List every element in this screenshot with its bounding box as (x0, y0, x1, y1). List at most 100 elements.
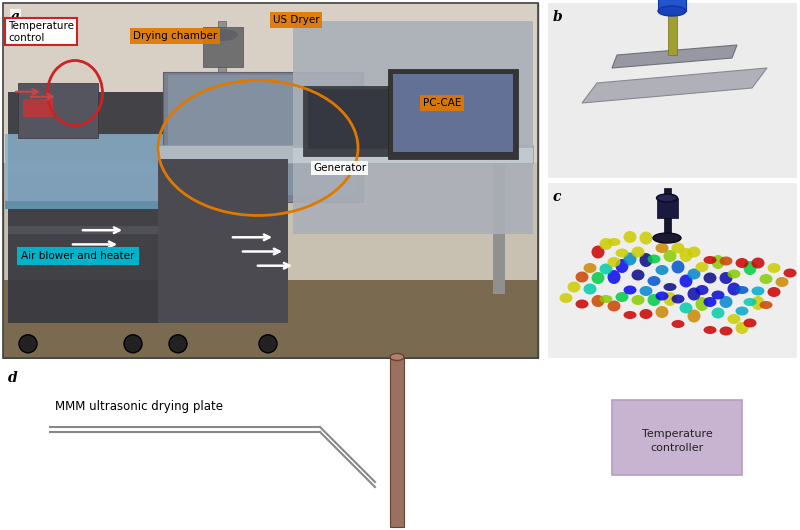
Ellipse shape (703, 326, 717, 334)
Ellipse shape (735, 258, 749, 268)
Ellipse shape (208, 29, 238, 41)
Ellipse shape (663, 250, 677, 262)
Ellipse shape (727, 314, 741, 324)
Text: Generator: Generator (313, 163, 366, 173)
Ellipse shape (599, 263, 613, 275)
Bar (668, 0, 677, 55)
Bar (168, 75, 358, 195)
Ellipse shape (591, 245, 605, 259)
Text: b: b (553, 10, 562, 24)
Ellipse shape (631, 246, 645, 258)
Bar (158, 145, 533, 163)
Ellipse shape (687, 246, 701, 258)
Bar (390, 357, 404, 527)
Ellipse shape (719, 296, 733, 308)
Bar (388, 69, 518, 159)
Ellipse shape (735, 306, 749, 315)
Ellipse shape (671, 320, 685, 328)
Text: Drying chamber: Drying chamber (133, 31, 218, 41)
Ellipse shape (711, 290, 725, 299)
Ellipse shape (631, 269, 645, 280)
Ellipse shape (607, 238, 621, 246)
Text: Temperature
control: Temperature control (8, 21, 74, 42)
Bar (163, 72, 363, 202)
Bar (3, 3, 538, 358)
FancyBboxPatch shape (612, 400, 742, 475)
Ellipse shape (591, 295, 605, 307)
Circle shape (124, 335, 142, 353)
Text: MMM ultrasonic drying plate: MMM ultrasonic drying plate (55, 400, 223, 413)
Ellipse shape (751, 296, 765, 310)
Ellipse shape (575, 299, 589, 308)
Bar (664, 188, 671, 238)
Bar (303, 86, 403, 156)
Bar (308, 89, 398, 148)
Bar (23, 99, 53, 117)
Ellipse shape (655, 306, 669, 318)
Ellipse shape (599, 238, 613, 250)
Polygon shape (612, 45, 737, 68)
Text: c: c (553, 190, 562, 204)
Text: Air blower and heater: Air blower and heater (21, 251, 134, 261)
Text: US Dryer: US Dryer (273, 15, 320, 25)
Ellipse shape (583, 284, 597, 295)
Text: a: a (11, 10, 20, 24)
Bar (657, 198, 678, 218)
Bar (3, 3, 538, 163)
Ellipse shape (639, 253, 653, 267)
Ellipse shape (679, 275, 693, 287)
Ellipse shape (759, 301, 773, 309)
Bar (8, 165, 163, 173)
Circle shape (259, 335, 277, 353)
Ellipse shape (390, 354, 404, 360)
Ellipse shape (695, 297, 709, 311)
Ellipse shape (695, 262, 709, 272)
Bar (548, 3, 797, 178)
Ellipse shape (743, 298, 757, 306)
Ellipse shape (639, 309, 653, 319)
Ellipse shape (607, 301, 621, 312)
Ellipse shape (679, 248, 693, 262)
Text: d: d (8, 371, 18, 385)
Ellipse shape (663, 283, 677, 291)
Bar (203, 27, 243, 67)
Ellipse shape (653, 233, 681, 243)
Ellipse shape (599, 295, 613, 303)
Bar (3, 280, 538, 358)
Bar (18, 83, 98, 138)
Ellipse shape (647, 294, 661, 306)
Ellipse shape (591, 272, 605, 284)
Ellipse shape (767, 287, 781, 297)
Ellipse shape (759, 274, 773, 284)
Ellipse shape (711, 255, 725, 269)
Bar (3, 3, 538, 358)
Ellipse shape (655, 265, 669, 275)
Ellipse shape (623, 311, 637, 319)
Ellipse shape (703, 256, 717, 264)
Ellipse shape (679, 303, 693, 314)
Ellipse shape (655, 243, 669, 253)
Ellipse shape (719, 257, 733, 266)
Ellipse shape (559, 293, 573, 303)
Ellipse shape (615, 292, 629, 302)
Ellipse shape (703, 272, 717, 284)
Ellipse shape (631, 295, 645, 305)
Ellipse shape (727, 282, 741, 296)
Ellipse shape (751, 258, 765, 269)
Bar (203, 159, 215, 294)
Bar (393, 74, 513, 152)
Ellipse shape (743, 319, 757, 328)
Ellipse shape (687, 310, 701, 322)
Ellipse shape (687, 269, 701, 279)
Bar (0, 359, 800, 527)
Ellipse shape (583, 263, 597, 273)
Bar (493, 159, 505, 294)
Ellipse shape (647, 276, 661, 286)
Ellipse shape (671, 295, 685, 304)
Bar (5, 201, 180, 209)
Ellipse shape (783, 269, 797, 278)
Bar (548, 183, 797, 358)
Ellipse shape (647, 254, 661, 263)
Text: PC-CAE: PC-CAE (423, 98, 462, 108)
Ellipse shape (767, 263, 781, 273)
